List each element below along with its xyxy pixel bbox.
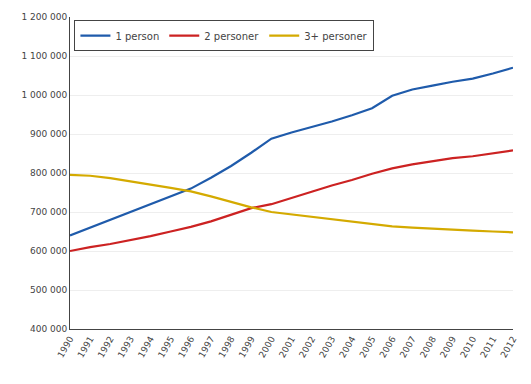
svg-text:1999: 1999 <box>237 334 257 359</box>
svg-text:1994: 1994 <box>136 334 156 359</box>
svg-text:2005: 2005 <box>358 335 378 360</box>
svg-text:2009: 2009 <box>438 334 458 359</box>
svg-text:1997: 1997 <box>196 335 216 360</box>
svg-text:400 000: 400 000 <box>30 324 67 334</box>
svg-text:1 person: 1 person <box>115 31 159 42</box>
svg-text:1 100 000: 1 100 000 <box>21 51 67 61</box>
svg-text:2001: 2001 <box>277 335 297 360</box>
svg-text:700 000: 700 000 <box>30 207 67 217</box>
svg-text:2002: 2002 <box>297 335 317 360</box>
svg-text:500 000: 500 000 <box>30 285 67 295</box>
svg-text:2007: 2007 <box>398 335 418 360</box>
svg-text:1998: 1998 <box>217 334 237 359</box>
svg-text:800 000: 800 000 <box>30 168 67 178</box>
svg-text:1 000 000: 1 000 000 <box>21 90 67 100</box>
svg-text:2010: 2010 <box>458 334 478 359</box>
svg-text:1 200 000: 1 200 000 <box>21 12 67 22</box>
svg-text:1995: 1995 <box>156 335 176 360</box>
svg-text:900 000: 900 000 <box>30 129 67 139</box>
svg-text:2003: 2003 <box>317 335 337 360</box>
svg-text:2011: 2011 <box>478 335 498 360</box>
svg-text:1993: 1993 <box>116 335 136 360</box>
svg-text:2 personer: 2 personer <box>204 31 259 42</box>
svg-text:2012: 2012 <box>499 335 519 360</box>
svg-text:1990: 1990 <box>56 334 76 359</box>
svg-text:1996: 1996 <box>176 334 196 359</box>
svg-text:2004: 2004 <box>337 334 357 359</box>
svg-text:600 000: 600 000 <box>30 246 67 256</box>
svg-text:3+ personer: 3+ personer <box>304 31 367 42</box>
svg-text:1992: 1992 <box>96 335 116 360</box>
svg-text:2006: 2006 <box>378 334 398 359</box>
svg-text:1991: 1991 <box>76 335 96 360</box>
svg-text:2000: 2000 <box>257 334 277 359</box>
svg-text:2008: 2008 <box>418 334 438 359</box>
